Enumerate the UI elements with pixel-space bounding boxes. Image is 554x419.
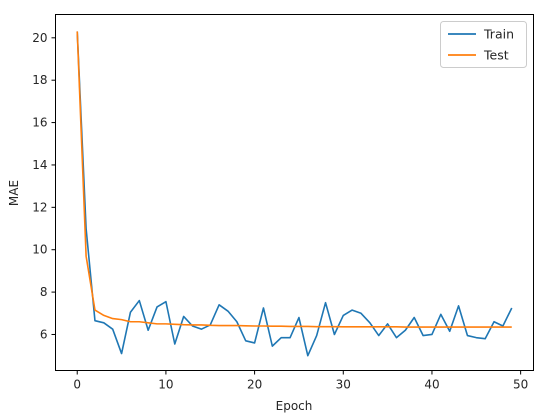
y-axis-ticks: 6 8 10 12 14 16 18 20	[32, 31, 56, 341]
legend-box	[440, 21, 527, 68]
plot-lines	[76, 31, 513, 357]
y-tick-label: 20	[32, 31, 47, 45]
series-line-train	[76, 31, 513, 357]
series-line-test	[76, 31, 512, 328]
plot-frame	[55, 14, 534, 371]
x-tick-label: 10	[158, 378, 173, 392]
y-tick-label: 18	[32, 73, 47, 87]
x-tick-label: 0	[73, 378, 81, 392]
y-axis-label: MAE	[7, 180, 21, 206]
x-tick-label: 20	[247, 378, 262, 392]
x-tick-label: 30	[336, 378, 351, 392]
x-tick-label: 40	[424, 378, 439, 392]
y-tick-label: 12	[32, 200, 47, 214]
x-axis-label: Epoch	[276, 399, 313, 413]
x-axis-ticks: 0 10 20 30 40 50	[73, 370, 528, 392]
y-tick-label: 10	[32, 243, 47, 257]
x-tick-label: 50	[513, 378, 528, 392]
legend-label-test: Test	[483, 48, 509, 63]
legend-label-train: Train	[483, 27, 514, 42]
y-tick-label: 14	[32, 158, 47, 172]
y-tick-label: 8	[40, 285, 48, 299]
y-tick-label: 16	[32, 116, 47, 130]
y-tick-label: 6	[40, 327, 48, 341]
legend: Train Test	[440, 21, 527, 68]
